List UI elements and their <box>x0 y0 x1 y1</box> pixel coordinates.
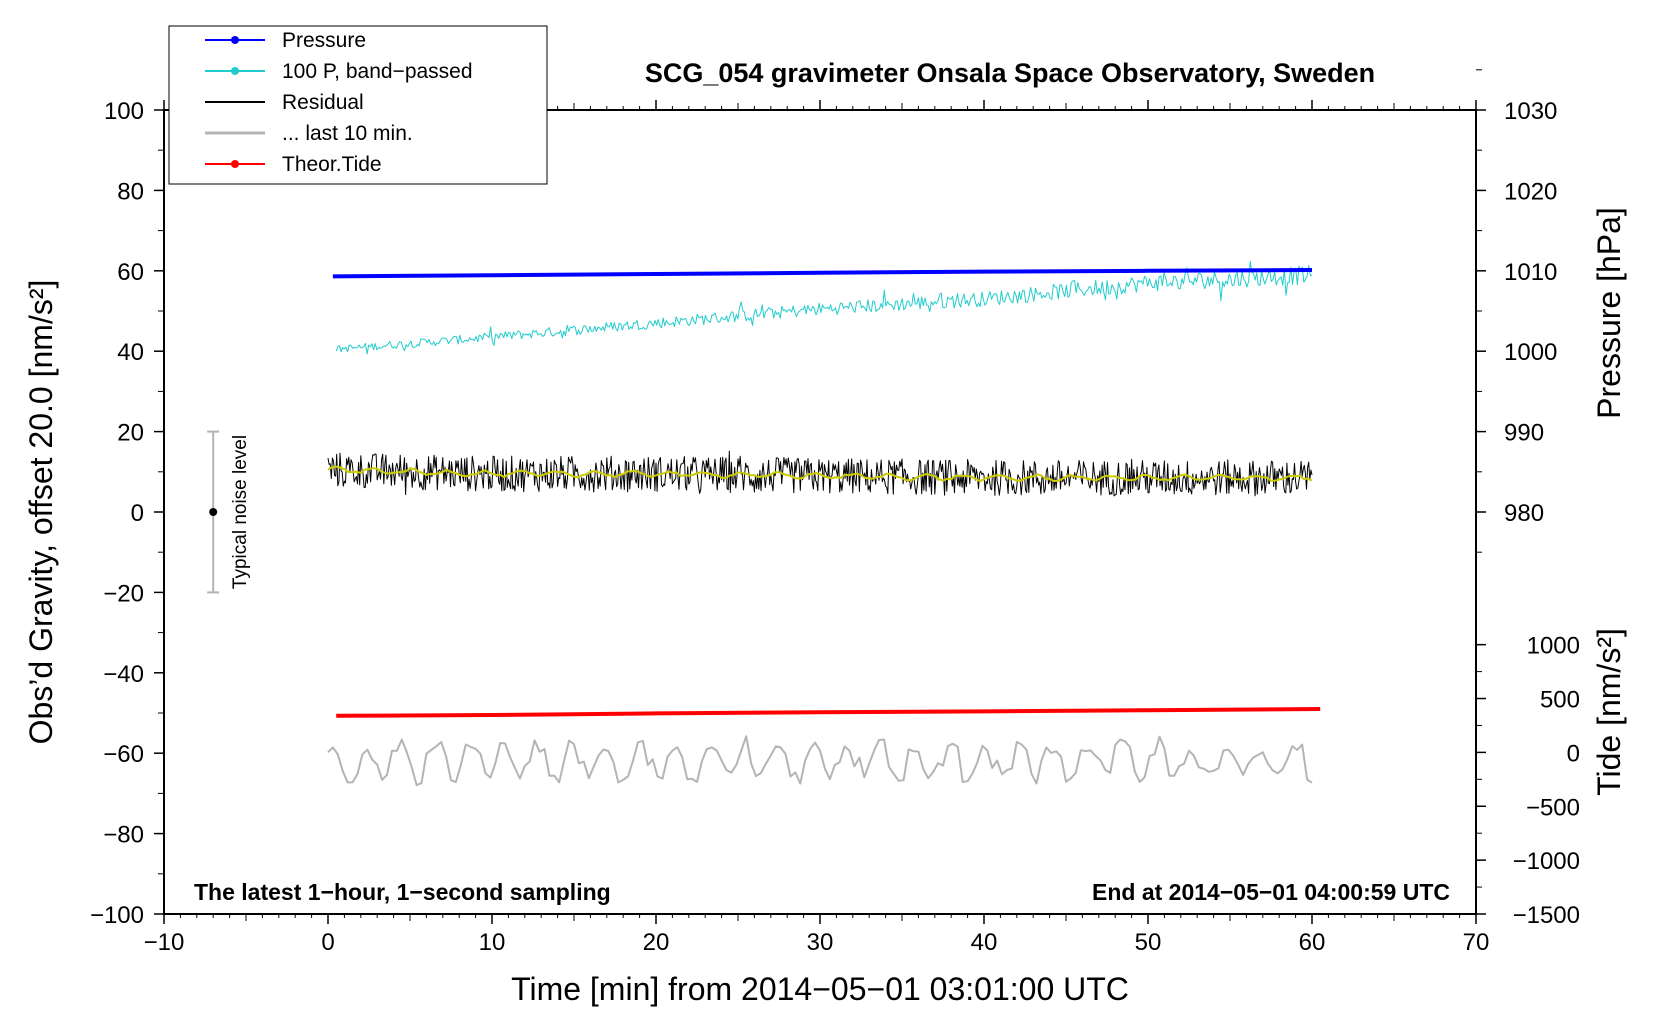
y-tick-label: 0 <box>131 500 144 527</box>
noise-center-dot <box>209 508 218 516</box>
series-100p-band-passed <box>335 260 1312 355</box>
legend: Pressure 100 P, band−passed Residual ... la… <box>168 25 548 185</box>
legend-label: 100 P, band−passed <box>282 60 473 83</box>
y-tick-label: 40 <box>117 339 144 366</box>
y-tick-label: −40 <box>103 661 144 688</box>
legend-label: Pressure <box>282 29 366 52</box>
legend-box <box>168 25 548 185</box>
y-tick-label: 100 <box>104 98 144 125</box>
tide-tick-label: −1000 <box>1513 848 1580 875</box>
legend-marker <box>231 160 239 168</box>
tide-tick-label: −500 <box>1526 794 1580 821</box>
y-tick-label: −80 <box>103 822 144 849</box>
annotation-sampling: The latest 1−hour, 1−second sampling <box>194 879 611 905</box>
x-tick-label: 60 <box>1299 929 1326 956</box>
legend-label: Residual <box>282 91 364 114</box>
x-tick-label: 30 <box>807 929 834 956</box>
y-axis-title-tide: Tide [nm/s²] <box>1591 628 1627 796</box>
x-tick-label: 70 <box>1463 929 1490 956</box>
tick-marks <box>154 69 1486 924</box>
legend-label: Theor.Tide <box>282 153 382 176</box>
y-tick-label: −20 <box>103 580 144 607</box>
pressure-tick-label: 1010 <box>1504 259 1557 286</box>
tide-tick-label: 1000 <box>1527 633 1580 660</box>
y-axis-title-pressure: Pressure [hPa] <box>1591 207 1627 419</box>
pressure-tick-label: 990 <box>1504 420 1544 447</box>
series-pressure <box>332 268 1313 279</box>
x-tick-label: 50 <box>1135 929 1162 956</box>
y-tick-label: 80 <box>117 178 144 205</box>
tide-tick-label: −1500 <box>1513 902 1580 929</box>
chart-title: SCG_054 gravimeter Onsala Space Observat… <box>645 58 1375 88</box>
pressure-tick-label: 980 <box>1504 500 1544 527</box>
legend-marker <box>231 36 239 44</box>
series-residual-smoothed <box>327 465 1313 483</box>
annotation-end-time: End at 2014−05−01 04:00:59 UTC <box>1092 879 1450 905</box>
series-residual <box>327 450 1313 497</box>
pressure-tick-label: 1020 <box>1504 178 1557 205</box>
tide-tick-label: 0 <box>1567 740 1580 767</box>
legend-label: ... last 10 min. <box>282 122 413 145</box>
plot-frame <box>163 109 1477 915</box>
series-theor-tide <box>336 707 1321 718</box>
x-tick-label: 10 <box>479 929 506 956</box>
x-tick-label: 20 <box>643 929 670 956</box>
x-axis-title: Time [min] from 2014−05−01 03:01:00 UTC <box>511 971 1129 1007</box>
y-tick-label: −100 <box>90 902 144 929</box>
x-tick-label: 40 <box>971 929 998 956</box>
noise-indicator: Typical noise level <box>207 430 251 594</box>
tick-labels: −10 0 10 20 30 40 50 60 70100806040200−20−40−60−… <box>90 98 1580 956</box>
y-axis-title-left: Obs’d Gravity, offset 20.0 [nm/s²] <box>23 280 59 745</box>
x-tick-label: −10 <box>144 929 185 956</box>
series-last-10-min <box>327 735 1313 787</box>
series-layer <box>327 260 1321 787</box>
tide-tick-label: 500 <box>1540 687 1580 714</box>
legend-marker <box>231 67 239 75</box>
pressure-tick-label: 1030 <box>1504 98 1557 125</box>
pressure-tick-label: 1000 <box>1504 339 1557 366</box>
y-tick-label: 20 <box>117 420 144 447</box>
y-tick-label: −60 <box>103 741 144 768</box>
noise-label: Typical noise level <box>230 435 251 589</box>
y-tick-label: 60 <box>117 259 144 286</box>
x-tick-label: 0 <box>321 929 334 956</box>
